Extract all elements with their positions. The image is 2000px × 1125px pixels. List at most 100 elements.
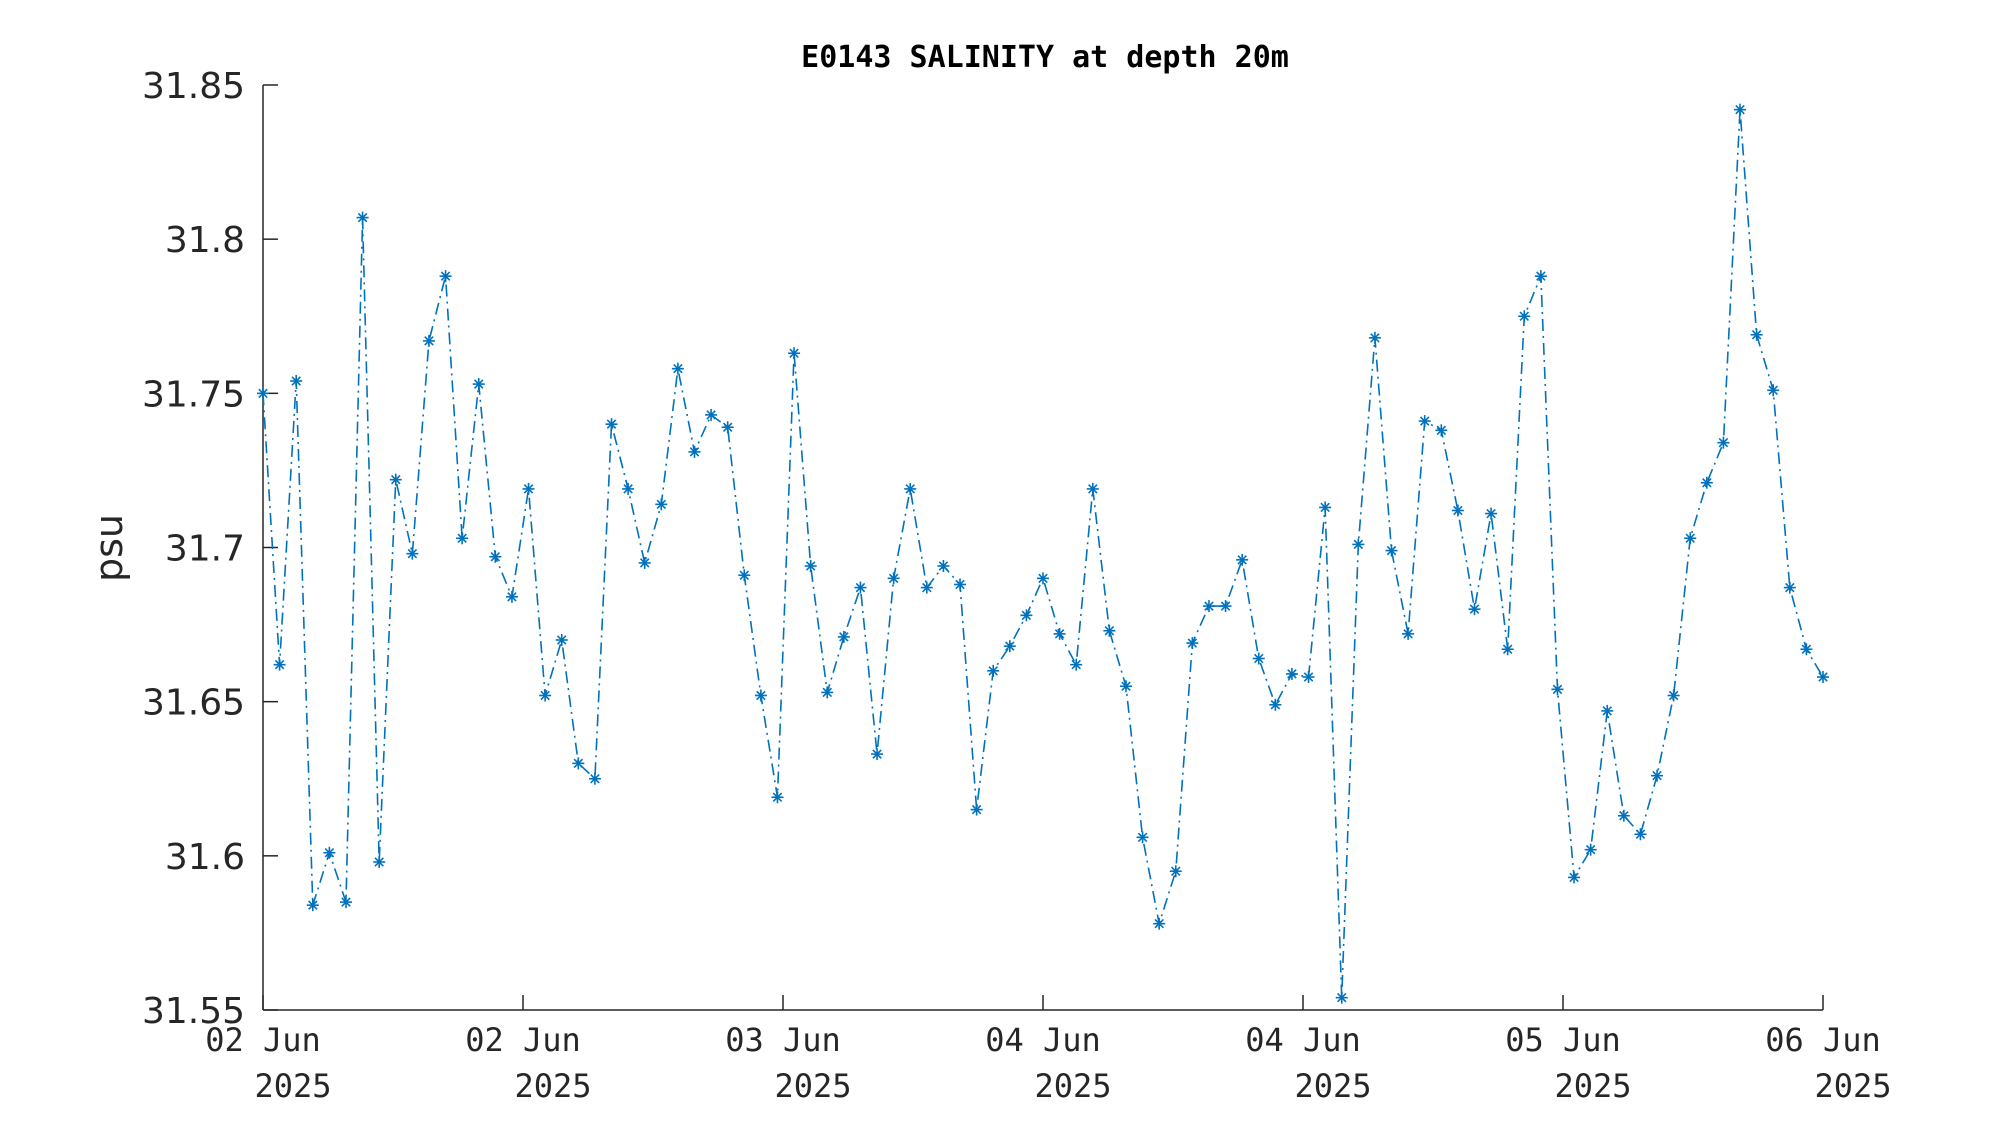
data-point <box>871 748 884 761</box>
data-point <box>920 581 933 594</box>
data-point <box>1601 704 1614 717</box>
data-point <box>1634 828 1647 841</box>
series-line <box>262 109 1824 998</box>
data-point <box>937 560 950 572</box>
data-point <box>1418 415 1431 428</box>
x-tick-label-year: 2025 <box>774 1067 851 1105</box>
data-point <box>788 347 801 360</box>
data-point <box>1037 572 1049 585</box>
data-point <box>1451 504 1464 517</box>
data-point <box>1402 627 1415 640</box>
data-point <box>1368 331 1381 344</box>
x-tick-label-year: 2025 <box>1034 1067 1111 1105</box>
data-point <box>688 445 701 458</box>
data-point <box>290 375 303 387</box>
data-point <box>406 547 419 560</box>
data-point <box>1385 544 1398 557</box>
data-point <box>1468 603 1481 616</box>
data-point <box>356 211 369 224</box>
data-point <box>1252 652 1265 665</box>
data-point <box>954 578 967 591</box>
y-tick-label: 31.8 <box>165 220 245 261</box>
data-point <box>1186 637 1199 650</box>
data-point <box>605 418 618 431</box>
data-point <box>638 556 651 569</box>
data-point <box>1269 698 1282 711</box>
data-point <box>1302 671 1315 683</box>
data-point <box>1103 624 1116 637</box>
x-tick-label-date: 03 Jun <box>725 1021 841 1059</box>
y-tick-label: 31.6 <box>165 837 245 878</box>
data-point <box>970 803 983 816</box>
x-tick-label-year: 2025 <box>1554 1067 1631 1105</box>
data-point <box>887 572 900 585</box>
x-tick-label-year: 2025 <box>514 1067 591 1105</box>
data-point <box>1534 270 1547 283</box>
data-point <box>1717 436 1730 449</box>
data-point <box>1053 627 1066 640</box>
x-tick-label-date: 05 Jun <box>1505 1021 1621 1059</box>
data-point <box>1335 991 1348 1004</box>
y-axis-label: psu <box>87 514 131 582</box>
data-point <box>555 634 568 646</box>
y-ticks: 31.55 31.6 31.65 31.7 31.75 31.8 31.85 <box>142 66 278 1032</box>
data-point <box>738 569 751 582</box>
data-point <box>821 686 834 699</box>
data-point <box>854 581 867 594</box>
data-point <box>1568 871 1581 884</box>
data-point <box>572 757 585 770</box>
data-point <box>456 532 469 545</box>
data-point <box>987 664 1000 677</box>
data-point <box>339 896 352 909</box>
data-point <box>273 658 286 671</box>
data-point <box>1003 640 1016 653</box>
data-point <box>1020 609 1033 622</box>
data-point <box>1667 689 1680 702</box>
x-tick-label-date: 02 Jun <box>205 1021 321 1059</box>
data-point <box>1119 680 1132 693</box>
data-point <box>522 482 535 495</box>
data-point <box>1219 600 1232 613</box>
y-tick-label: 31.55 <box>142 991 245 1032</box>
data-point <box>1236 553 1249 566</box>
data-point <box>671 362 684 375</box>
data-point <box>422 334 435 347</box>
data-point <box>837 630 850 643</box>
data-point <box>1617 809 1630 822</box>
data-point <box>1518 310 1531 323</box>
data-point <box>1285 667 1298 680</box>
x-tick-label-year: 2025 <box>254 1067 331 1105</box>
data-point <box>257 387 269 400</box>
data-point <box>373 856 386 868</box>
y-tick-label: 31.65 <box>142 683 245 724</box>
y-tick-label: 31.7 <box>165 529 245 570</box>
data-point <box>1485 507 1498 520</box>
data-point <box>1136 831 1149 844</box>
data-point <box>771 791 784 804</box>
y-tick-label: 31.75 <box>142 374 245 415</box>
data-point <box>439 270 452 283</box>
x-tick-label-date: 06 Jun <box>1765 1021 1881 1059</box>
data-point <box>306 899 319 912</box>
data-point <box>721 421 734 434</box>
data-point <box>1750 328 1763 341</box>
data-point <box>1700 476 1713 489</box>
x-tick-label-date: 04 Jun <box>1245 1021 1361 1059</box>
data-point <box>323 846 336 859</box>
data-point <box>1684 532 1697 545</box>
data-point <box>1817 671 1829 683</box>
axes <box>262 85 1823 1011</box>
data-point <box>588 772 601 785</box>
data-point <box>389 473 402 486</box>
data-point <box>804 560 817 572</box>
data-point <box>1169 865 1182 878</box>
data-point <box>1551 683 1564 696</box>
data-point <box>1501 643 1514 656</box>
data-point <box>1352 538 1365 551</box>
data-point <box>622 482 635 495</box>
data-point <box>539 689 552 702</box>
data-point <box>1800 643 1813 656</box>
x-tick-label-date: 02 Jun <box>465 1021 581 1059</box>
data-point <box>1153 917 1166 930</box>
chart-title: E0143 SALINITY at depth 20m <box>801 40 1289 75</box>
